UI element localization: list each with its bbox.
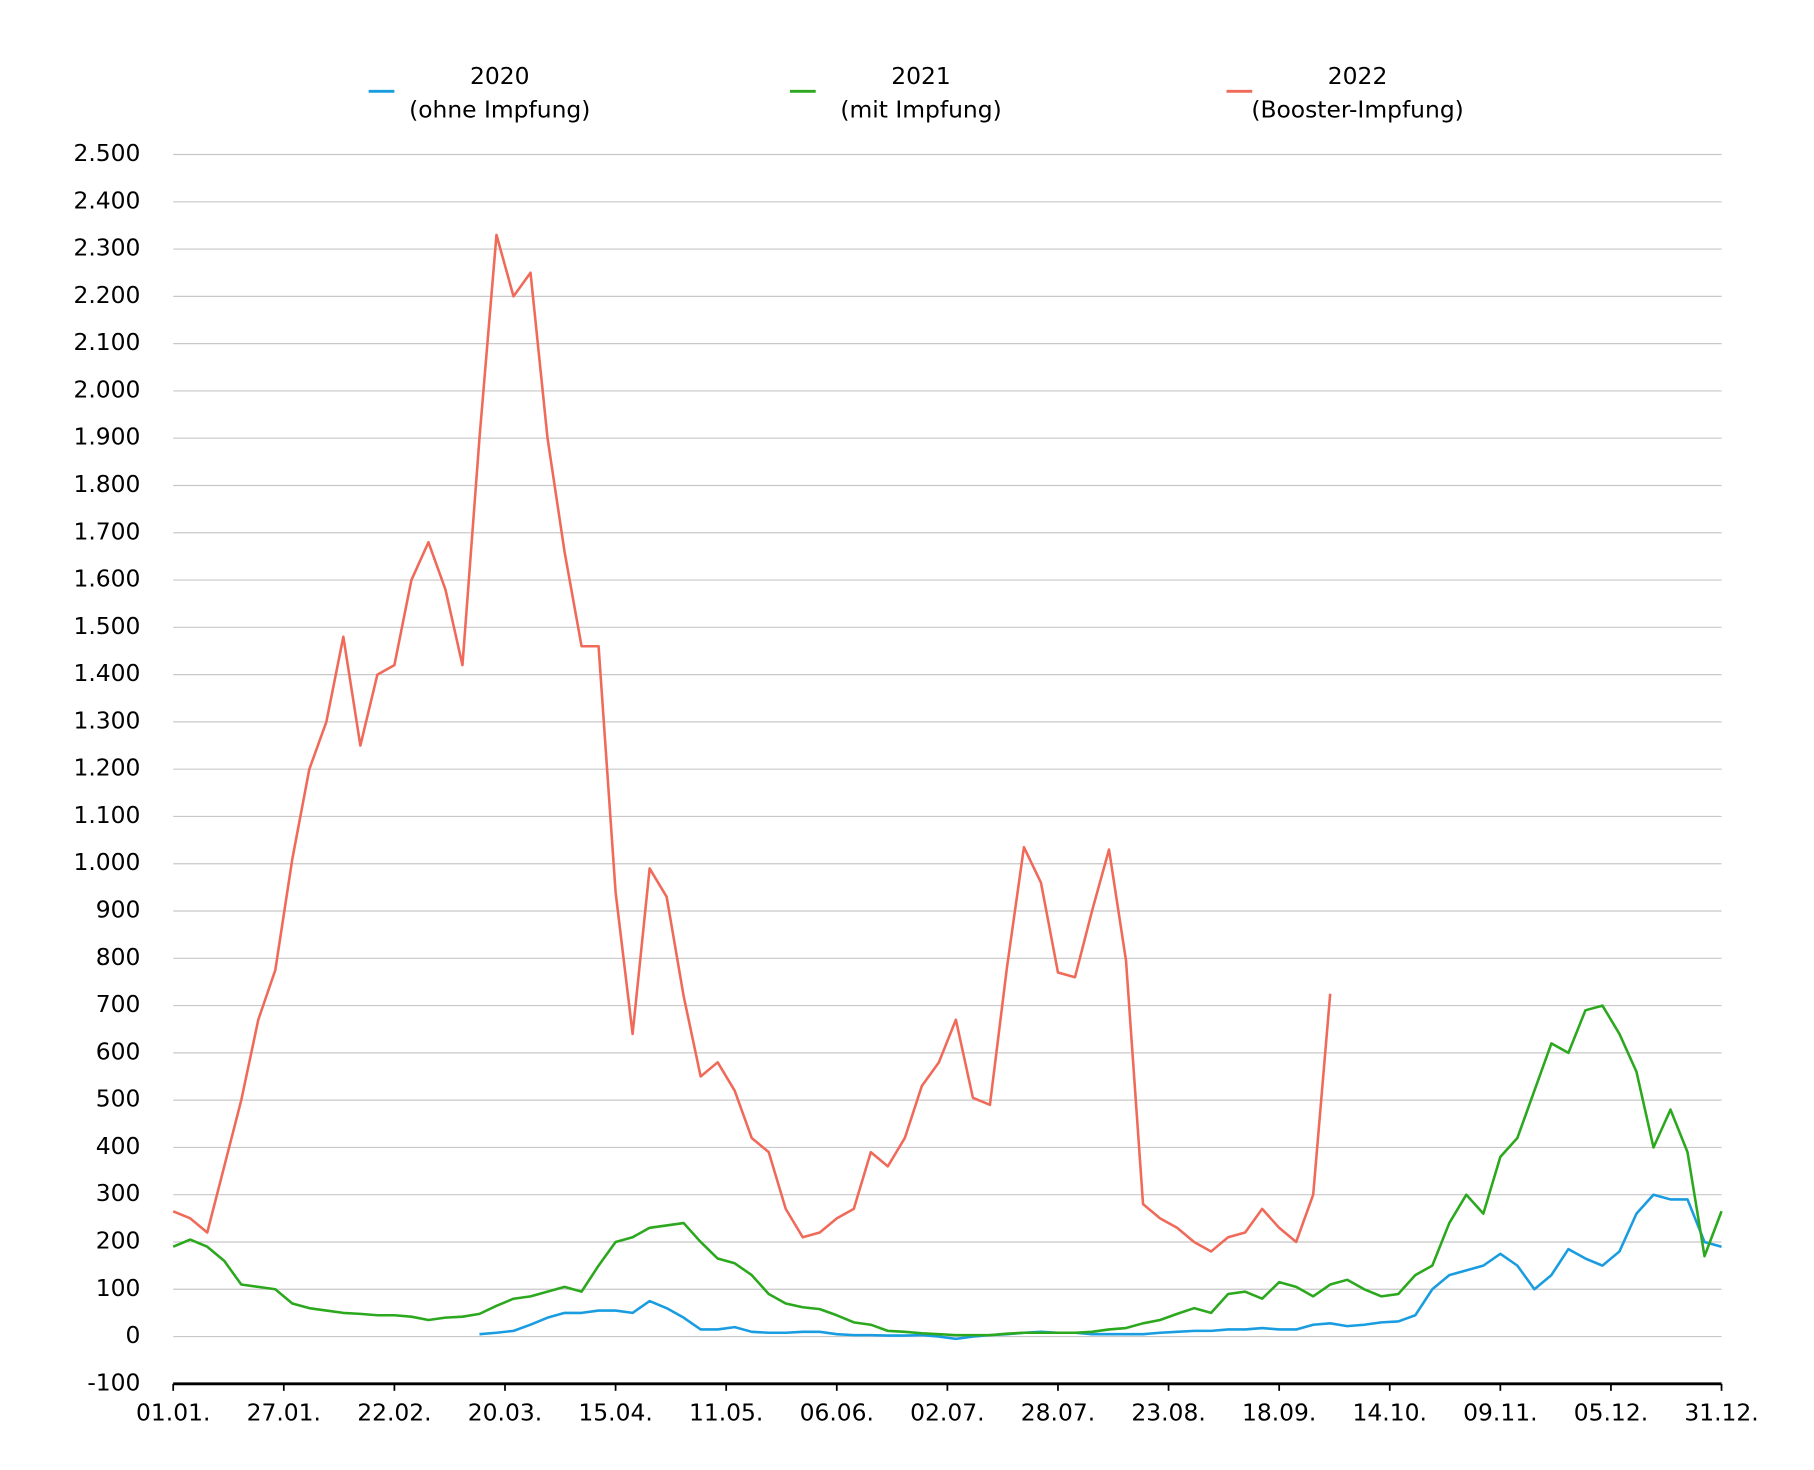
x-tick-label: 11.05. [689,1399,763,1427]
series-line [172,1004,1723,1337]
y-tick-label: 1.900 [73,423,140,451]
legend-description: (Booster-Impfung) [1251,96,1464,124]
x-tick-label: 27.01. [247,1399,321,1427]
y-tick-label: 600 [96,1037,141,1065]
y-tick-label: 1.400 [73,659,140,687]
y-tick-label: 2.100 [73,328,140,356]
x-tick-label: 01.01. [136,1399,210,1427]
x-tick-label: 20.03. [468,1399,542,1427]
x-tick-label: 28.07. [1021,1399,1095,1427]
series-line [172,233,1332,1253]
y-tick-label: 900 [96,896,141,924]
y-tick-label: 1.500 [73,612,140,640]
y-tick-label: 400 [96,1132,141,1160]
legend-label: 2022 [1328,62,1388,90]
x-tick-label: 31.12. [1684,1399,1758,1427]
y-tick-label: 300 [96,1179,141,1207]
y-tick-label: 1.700 [73,517,140,545]
x-tick-label: 22.02. [357,1399,431,1427]
series-line [479,1193,1722,1341]
legend-label: 2020 [470,62,530,90]
y-tick-label: 1.800 [73,470,140,498]
y-tick-label: 2.500 [73,139,140,167]
y-tick-label: 1.200 [73,754,140,782]
x-tick-label: 23.08. [1131,1399,1205,1427]
x-tick-label: 02.07. [910,1399,984,1427]
x-tick-label: 15.04. [578,1399,652,1427]
y-tick-label: 700 [96,990,141,1018]
y-tick-label: 800 [96,943,141,971]
y-tick-label: 2.300 [73,234,140,262]
x-tick-label: 14.10. [1353,1399,1427,1427]
x-tick-label: 05.12. [1574,1399,1648,1427]
y-tick-label: 100 [96,1274,141,1302]
y-tick-label: 0 [126,1321,141,1349]
legend-description: (ohne Impfung) [409,96,590,124]
y-tick-label: 500 [96,1085,141,1113]
y-tick-label: 1.600 [73,565,140,593]
y-tick-label: 1.000 [73,848,140,876]
y-tick-label: 2.400 [73,186,140,214]
legend-label: 2021 [891,62,951,90]
legend-description: (mit Impfung) [840,96,1001,124]
y-tick-label: -100 [87,1368,140,1396]
x-tick-label: 09.11. [1463,1399,1537,1427]
y-tick-label: 200 [96,1226,141,1254]
y-tick-label: 2.200 [73,281,140,309]
y-tick-label: 1.100 [73,801,140,829]
y-tick-label: 1.300 [73,706,140,734]
x-tick-label: 06.06. [800,1399,874,1427]
y-tick-label: 2.000 [73,375,140,403]
x-tick-label: 18.09. [1242,1399,1316,1427]
